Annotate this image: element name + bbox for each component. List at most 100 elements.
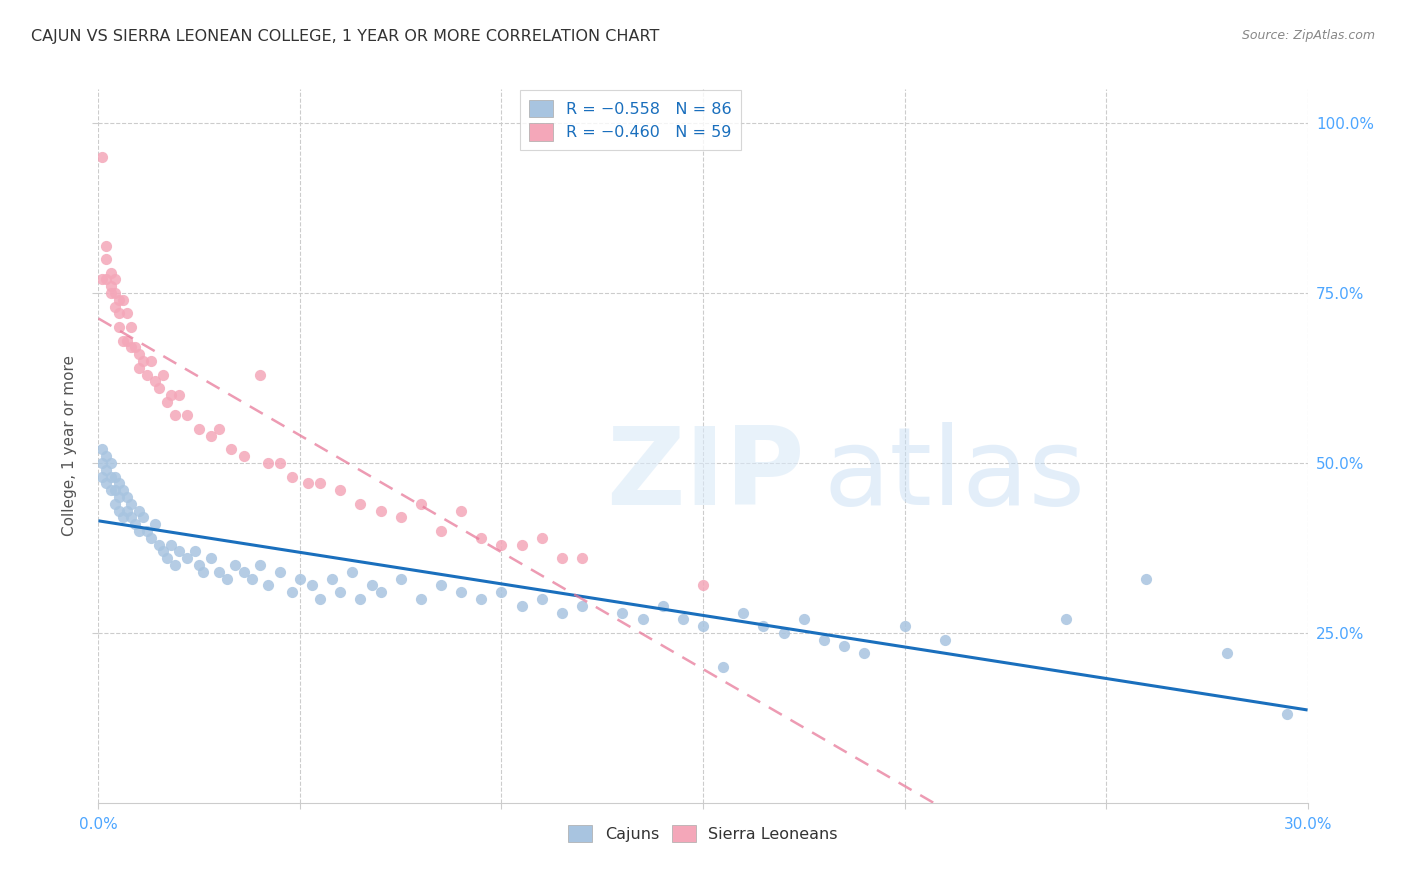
Point — [135, 368, 157, 382]
Point — [135, 524, 157, 538]
Point — [132, 354, 155, 368]
Point — [571, 551, 593, 566]
Point — [124, 341, 146, 355]
Point — [124, 517, 146, 532]
Point — [100, 279, 122, 293]
Point — [103, 497, 125, 511]
Point — [269, 565, 291, 579]
Point — [120, 510, 142, 524]
Point — [96, 272, 118, 286]
Point — [111, 483, 134, 498]
Point — [103, 483, 125, 498]
Point — [510, 537, 533, 551]
Point — [309, 591, 332, 606]
Point — [217, 572, 239, 586]
Point — [530, 591, 553, 606]
Point — [107, 490, 129, 504]
Point — [120, 320, 142, 334]
Point — [115, 306, 138, 320]
Point — [221, 442, 243, 457]
Point — [813, 632, 835, 647]
Point — [163, 558, 186, 572]
Point — [139, 354, 162, 368]
Point — [772, 626, 794, 640]
Point — [128, 347, 150, 361]
Point — [631, 612, 654, 626]
Point — [409, 497, 432, 511]
Point — [853, 646, 876, 660]
Point — [551, 606, 574, 620]
Point — [128, 360, 150, 375]
Point — [309, 476, 332, 491]
Point — [100, 483, 122, 498]
Point — [208, 422, 231, 436]
Point — [1277, 707, 1299, 722]
Point — [91, 272, 114, 286]
Point — [733, 606, 755, 620]
Point — [143, 517, 166, 532]
Point — [430, 578, 453, 592]
Point — [1216, 646, 1239, 660]
Point — [128, 524, 150, 538]
Point — [107, 476, 129, 491]
Point — [100, 266, 122, 280]
Point — [139, 531, 162, 545]
Point — [288, 572, 311, 586]
Point — [148, 537, 170, 551]
Point — [470, 531, 492, 545]
Point — [491, 585, 513, 599]
Point — [103, 272, 125, 286]
Point — [143, 375, 166, 389]
Point — [240, 572, 263, 586]
Point — [297, 476, 319, 491]
Point — [111, 510, 134, 524]
Point — [711, 660, 734, 674]
Point — [115, 503, 138, 517]
Point — [530, 531, 553, 545]
Point — [163, 409, 186, 423]
Point — [100, 456, 122, 470]
Point — [200, 429, 222, 443]
Point — [389, 510, 412, 524]
Point — [152, 544, 174, 558]
Point — [184, 544, 207, 558]
Point — [249, 558, 271, 572]
Point — [551, 551, 574, 566]
Point — [100, 286, 122, 301]
Point — [1054, 612, 1077, 626]
Point — [370, 503, 392, 517]
Point — [96, 476, 118, 491]
Point — [651, 599, 673, 613]
Point — [249, 368, 271, 382]
Point — [156, 394, 179, 409]
Point — [160, 388, 183, 402]
Point — [256, 578, 278, 592]
Point — [232, 449, 254, 463]
Point — [96, 252, 118, 266]
Point — [430, 524, 453, 538]
Point — [491, 537, 513, 551]
Point — [389, 572, 412, 586]
Point — [91, 469, 114, 483]
Point — [450, 585, 472, 599]
Point — [612, 606, 634, 620]
Point — [1135, 572, 1157, 586]
Point — [96, 449, 118, 463]
Point — [329, 585, 352, 599]
Point — [111, 293, 134, 307]
Point — [96, 238, 118, 252]
Point — [115, 490, 138, 504]
Point — [107, 293, 129, 307]
Point — [571, 599, 593, 613]
Text: CAJUN VS SIERRA LEONEAN COLLEGE, 1 YEAR OR MORE CORRELATION CHART: CAJUN VS SIERRA LEONEAN COLLEGE, 1 YEAR … — [31, 29, 659, 44]
Point — [91, 150, 114, 164]
Point — [232, 565, 254, 579]
Point — [188, 422, 211, 436]
Point — [224, 558, 246, 572]
Point — [103, 300, 125, 314]
Legend: Cajuns, Sierra Leoneans: Cajuns, Sierra Leoneans — [561, 818, 845, 848]
Point — [167, 544, 190, 558]
Point — [111, 334, 134, 348]
Point — [893, 619, 915, 633]
Point — [692, 578, 714, 592]
